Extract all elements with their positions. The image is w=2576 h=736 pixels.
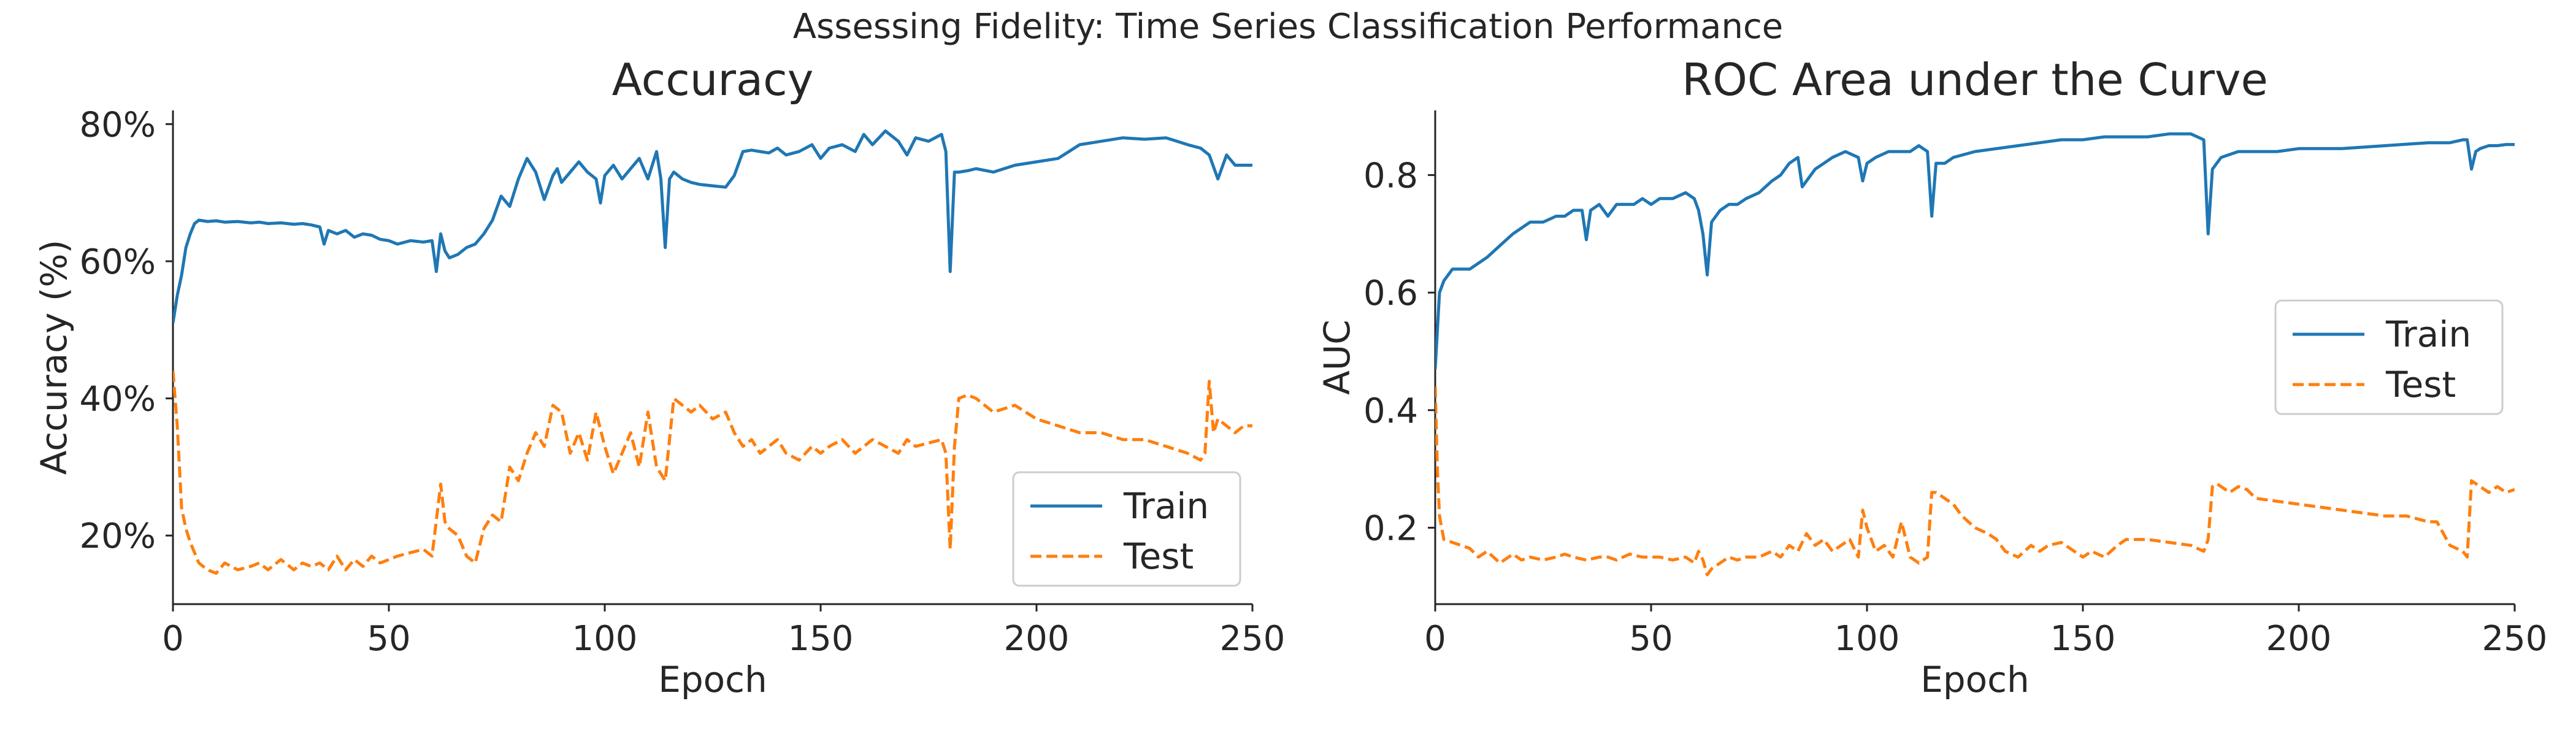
figure-title: Assessing Fidelity: Time Series Classifi…: [793, 7, 1783, 47]
y-tick-label: 40%: [80, 380, 156, 420]
x-tick-label: 100: [572, 619, 638, 659]
y-tick-label: 0.4: [1363, 391, 1418, 431]
x-tick-label: 0: [162, 619, 184, 659]
x-tick-label: 250: [1220, 619, 1286, 659]
series-line-test: [1435, 386, 2515, 577]
x-tick-label: 200: [2266, 619, 2332, 659]
legend-label-test: Test: [2385, 364, 2456, 405]
x-tick-label: 150: [2050, 619, 2116, 659]
x-tick-label: 50: [367, 619, 410, 659]
legend: Train Test: [2274, 299, 2504, 415]
y-axis-label: Accuracy (%): [33, 240, 75, 475]
auc-panel: ROC Area under the Curve 0 50 100 150 200 250 0…: [1316, 54, 2547, 700]
y-tick-label: 0.6: [1363, 274, 1418, 313]
x-tick-label: 100: [1834, 619, 1900, 659]
panel-title: ROC Area under the Curve: [1682, 54, 2268, 105]
y-axis-label: AUC: [1316, 320, 1358, 395]
x-tick-label: 200: [1004, 619, 1070, 659]
y-tick-label: 20%: [80, 516, 156, 556]
y-tick-label: 80%: [80, 105, 156, 145]
x-tick-label: 50: [1629, 619, 1673, 659]
y-tick-label: 60%: [80, 242, 156, 282]
legend-label-test: Test: [1123, 535, 1194, 577]
legend-label-train: Train: [2385, 313, 2471, 355]
series-line-train: [1435, 132, 2515, 369]
x-tick-label: 0: [1424, 619, 1446, 659]
x-axis-label: Epoch: [658, 659, 767, 700]
x-axis-label: Epoch: [1920, 659, 2030, 700]
y-tick-label: 0.8: [1363, 156, 1418, 196]
accuracy-panel: Accuracy 0 50 100 150 200 250 20% 40% 60% 80% Epoch…: [33, 54, 1285, 700]
x-tick-label: 250: [2482, 619, 2548, 659]
legend: Train Test: [1012, 471, 1241, 587]
panel-title: Accuracy: [612, 54, 814, 105]
series-line-train: [173, 129, 1252, 323]
y-tick-label: 0.2: [1363, 508, 1418, 548]
x-tick-label: 150: [788, 619, 854, 659]
legend-label-train: Train: [1123, 485, 1209, 527]
series-line-test: [173, 370, 1252, 575]
